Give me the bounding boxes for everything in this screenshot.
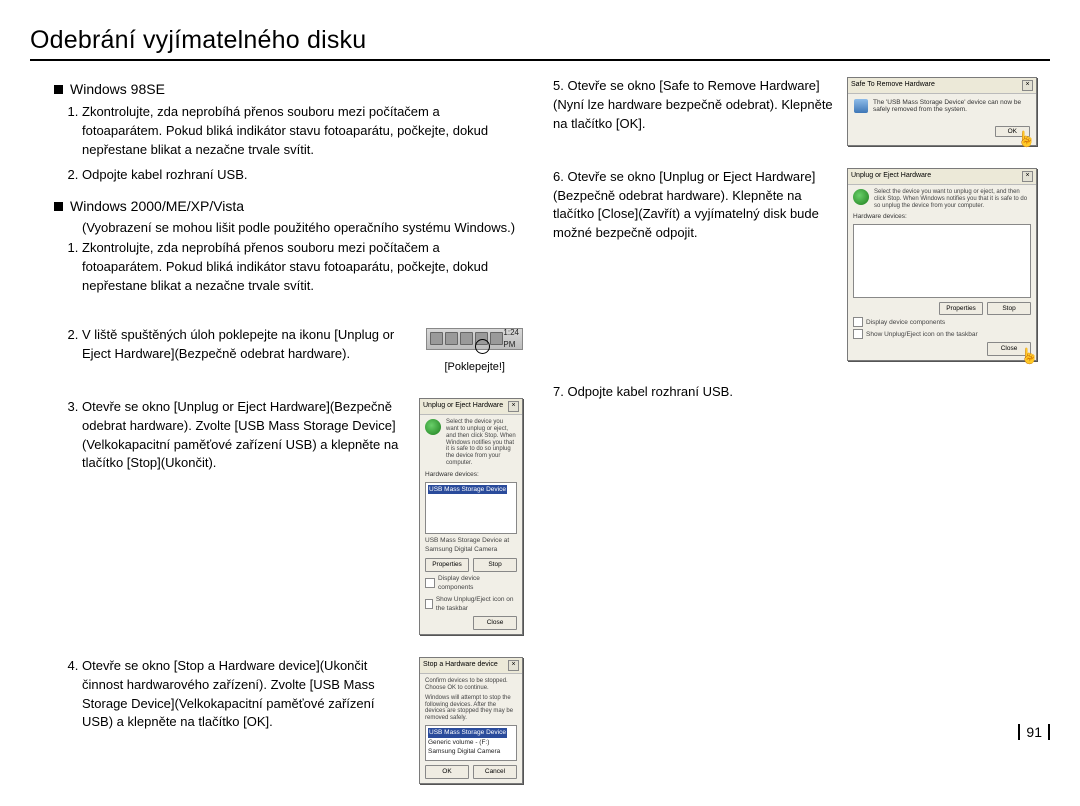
- columns: Windows 98SE Zkontrolujte, zda neprobíhá…: [30, 77, 1050, 806]
- close-icon[interactable]: ×: [508, 660, 519, 671]
- safe-remove-dialog: Safe To Remove Hardware × The 'USB Mass S…: [847, 77, 1037, 146]
- close-button[interactable]: Close: [987, 342, 1031, 355]
- winxp-steps: Zkontrolujte, zda neprobíhá přenos soubo…: [64, 239, 527, 783]
- stop-button[interactable]: Stop: [987, 302, 1031, 315]
- properties-button[interactable]: Properties: [939, 302, 983, 315]
- heading-winxp-text: Windows 2000/ME/XP/Vista: [70, 198, 244, 214]
- tray-icon: [460, 332, 473, 345]
- page-number: 91: [1018, 724, 1050, 740]
- tray-highlight-circle: [475, 339, 490, 354]
- tray-icon: [445, 332, 458, 345]
- close-icon[interactable]: ×: [508, 401, 519, 412]
- win98-step1: Zkontrolujte, zda neprobíhá přenos soubo…: [82, 103, 527, 160]
- dlg4-title: Stop a Hardware device: [423, 660, 498, 670]
- dlg6-chk2: Show Unplug/Eject icon on the taskbar: [866, 330, 978, 339]
- taskbar-screenshot: 1:24 PM [Poklepejte!]: [426, 328, 523, 376]
- bullet-icon: [54, 85, 63, 94]
- close-icon[interactable]: ×: [1022, 171, 1033, 182]
- manual-page: Odebrání vyjímatelného disku Windows 98S…: [0, 0, 1080, 746]
- heading-win98-text: Windows 98SE: [70, 81, 165, 97]
- step6-text: Otevře se okno [Unplug or Eject Hardware…: [553, 169, 819, 241]
- tray-icon: [430, 332, 443, 345]
- close-button[interactable]: Close: [473, 616, 517, 629]
- step5-num: 5.: [553, 78, 567, 93]
- winxp-step2-text: V liště spuštěných úloh poklepejte na ik…: [82, 326, 414, 364]
- dlg3-subtext: USB Mass Storage Device at Samsung Digit…: [425, 536, 517, 555]
- heading-win98: Windows 98SE: [54, 81, 527, 97]
- dlg6-list[interactable]: [853, 224, 1031, 298]
- dlg6-title: Unplug or Eject Hardware: [851, 171, 931, 181]
- win98-step2: Odpojte kabel rozhraní USB.: [82, 166, 527, 185]
- eject-icon: [425, 419, 441, 435]
- checkbox[interactable]: [853, 329, 863, 339]
- step7-num: 7.: [553, 384, 567, 399]
- dlg4-hint: Confirm devices to be stopped. Choose OK…: [425, 678, 517, 692]
- dlg3-listlabel: Hardware devices:: [425, 470, 517, 479]
- unplug-dialog-2: Unplug or Eject Hardware × Select the dev…: [847, 168, 1037, 361]
- winxp-step3-text: Otevře se okno [Unplug or Eject Hardware…: [82, 398, 407, 473]
- dlg3-title: Unplug or Eject Hardware: [423, 401, 503, 411]
- left-column: Windows 98SE Zkontrolujte, zda neprobíhá…: [30, 77, 527, 806]
- heading-winxp: Windows 2000/ME/XP/Vista: [54, 198, 527, 214]
- winxp-step4: Otevře se okno [Stop a Hardware device](…: [82, 657, 527, 784]
- step7-text: Odpojte kabel rozhraní USB.: [567, 384, 732, 399]
- dlg3-chk2: Show Unplug/Eject icon on the taskbar: [436, 595, 517, 614]
- winxp-note: (Vyobrazení se mohou lišit podle použité…: [82, 220, 527, 235]
- win98-steps: Zkontrolujte, zda neprobíhá přenos soubo…: [64, 103, 527, 184]
- dlg4-item3: Samsung Digital Camera: [428, 747, 514, 756]
- stop-device-dialog: Stop a Hardware device × Confirm devices …: [419, 657, 523, 784]
- dlg4-hint2: Windows will attempt to stop the followi…: [425, 695, 517, 723]
- right-column: 5. Otevře se okno [Safe to Remove Hardwa…: [553, 77, 1050, 806]
- dlg6-listlabel: Hardware devices:: [853, 212, 1031, 221]
- checkbox[interactable]: [425, 578, 435, 588]
- page-title: Odebrání vyjímatelného disku: [30, 26, 1050, 55]
- properties-button[interactable]: Properties: [425, 558, 469, 571]
- dlg5-title: Safe To Remove Hardware: [851, 80, 935, 90]
- title-rule: [30, 59, 1050, 61]
- dlg4-item1: USB Mass Storage Device: [428, 728, 507, 737]
- ok-button[interactable]: OK: [425, 765, 469, 778]
- cancel-button[interactable]: Cancel: [473, 765, 517, 778]
- taskbar-caption: [Poklepejte!]: [426, 360, 523, 376]
- stop-button[interactable]: Stop: [473, 558, 517, 571]
- ok-button[interactable]: OK: [995, 126, 1030, 137]
- step7: 7. Odpojte kabel rozhraní USB.: [553, 383, 1050, 402]
- right-steps: 5. Otevře se okno [Safe to Remove Hardwa…: [553, 77, 1050, 402]
- dlg5-msg: The 'USB Mass Storage Device' device can…: [873, 99, 1030, 114]
- tray-icon: [490, 332, 503, 345]
- taskbar-time: 1:24 PM: [503, 327, 519, 350]
- dlg3-chk1: Display device components: [438, 574, 517, 593]
- step6: 6. Otevře se okno [Unplug or Eject Hardw…: [553, 168, 1050, 361]
- dlg3-hint: Select the device you want to unplug or …: [446, 419, 517, 467]
- bullet-icon: [54, 202, 63, 211]
- winxp-step4-text: Otevře se okno [Stop a Hardware device](…: [82, 657, 407, 732]
- winxp-step1: Zkontrolujte, zda neprobíhá přenos soubo…: [82, 239, 527, 296]
- winxp-step2: V liště spuštěných úloh poklepejte na ik…: [82, 326, 527, 376]
- checkbox[interactable]: [853, 317, 863, 327]
- winxp-step3: Otevře se okno [Unplug or Eject Hardware…: [82, 398, 527, 635]
- dlg6-hint: Select the device you want to unplug or …: [874, 189, 1031, 210]
- dlg6-chk1: Display device components: [866, 318, 945, 327]
- step5: 5. Otevře se okno [Safe to Remove Hardwa…: [553, 77, 1050, 146]
- unplug-dialog: Unplug or Eject Hardware × Select the dev…: [419, 398, 523, 635]
- step6-num: 6.: [553, 169, 567, 184]
- close-icon[interactable]: ×: [1022, 80, 1033, 91]
- dlg4-list[interactable]: USB Mass Storage Device Generic volume -…: [425, 725, 517, 761]
- step5-text: Otevře se okno [Safe to Remove Hardware]…: [553, 78, 833, 131]
- info-icon: [854, 99, 868, 113]
- dlg3-list[interactable]: USB Mass Storage Device: [425, 482, 517, 534]
- eject-icon: [853, 189, 869, 205]
- checkbox[interactable]: [425, 599, 433, 609]
- dlg3-item: USB Mass Storage Device: [428, 485, 507, 494]
